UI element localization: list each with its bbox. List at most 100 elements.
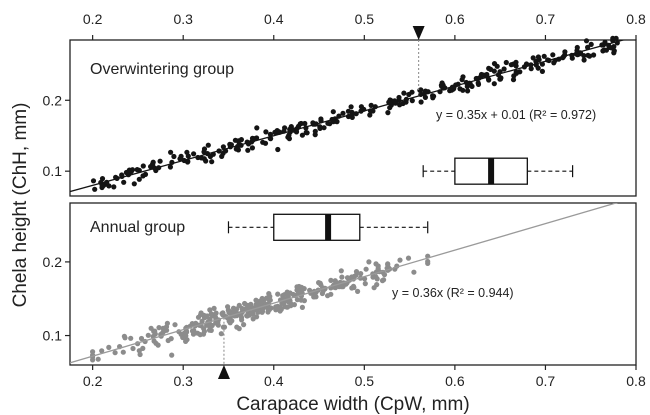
scatter-point (169, 352, 175, 358)
scatter-point (303, 129, 309, 136)
x-tick-label-bottom: 0.3 (173, 373, 193, 389)
boxplot-box (273, 213, 361, 241)
scatter-point (486, 77, 492, 83)
scatter-point (152, 328, 158, 334)
scatter-point (510, 77, 517, 83)
scatter-point (262, 140, 269, 146)
scatter-point (338, 268, 344, 274)
scatter-point (253, 297, 259, 303)
scatter-point (100, 183, 106, 189)
scatter-point (488, 66, 494, 72)
y-tick-label: 0.1 (43, 328, 63, 344)
scatter-point (140, 163, 146, 169)
scatter-point (120, 349, 126, 355)
scatter-point (587, 53, 593, 59)
scatter-point (562, 49, 568, 55)
scatter-point (401, 90, 407, 96)
scatter-point (503, 59, 509, 66)
scatter-point (286, 136, 292, 142)
scatter-point (197, 332, 203, 338)
scatter-point (358, 104, 364, 110)
scatter-point (92, 186, 98, 192)
scatter-point (201, 156, 207, 162)
scatter-point (318, 116, 324, 122)
scatter-point (396, 94, 402, 101)
top-panel-frame (69, 39, 637, 197)
x-tick-label-bottom: 0.4 (264, 373, 284, 389)
scatter-point (411, 269, 417, 275)
scatter-point (168, 149, 174, 155)
scatter-point (387, 105, 393, 111)
scatter-point (363, 266, 369, 272)
scatter-point (330, 109, 336, 115)
scatter-point (340, 110, 346, 116)
x-tick-label-top: 0.6 (445, 11, 465, 27)
scatter-point (204, 314, 210, 320)
x-tick-label-bottom: 0.6 (445, 373, 465, 389)
scatter-point (95, 356, 101, 362)
scatter-point (156, 325, 162, 331)
x-tick-label-top: 0.5 (355, 11, 375, 27)
scatter-point (536, 57, 542, 63)
scatter-point (205, 142, 211, 148)
scatter-point (385, 110, 391, 116)
scatter-point (191, 328, 197, 334)
scatter-point (601, 47, 607, 53)
scatter-point (317, 125, 323, 131)
scatter-point (148, 325, 154, 331)
scatter-point (353, 269, 360, 275)
scatter-point (249, 135, 256, 141)
x-tick-label-bottom: 0.5 (355, 373, 375, 389)
scatter-point (368, 102, 374, 108)
x-tick-label-top: 0.4 (264, 11, 284, 27)
scatter-point (491, 81, 497, 87)
scatter-point (366, 259, 372, 265)
scatter-point (299, 304, 305, 310)
scatter-point (345, 108, 351, 114)
scatter-point (228, 142, 234, 148)
scatter-point (207, 323, 213, 329)
scatter-point (298, 297, 304, 303)
y-tick-label: 0.2 (43, 254, 63, 270)
scatter-point (513, 69, 519, 75)
scatter-point (610, 37, 616, 44)
scatter-point (430, 95, 436, 101)
x-marker-arrow (412, 26, 425, 40)
scatter-point (344, 275, 351, 281)
scatter-point (541, 53, 547, 59)
scatter-point (282, 125, 288, 131)
scatter-point (155, 342, 161, 348)
scatter-point (121, 179, 127, 185)
scatter-point (465, 88, 471, 94)
scatter-point (163, 324, 170, 330)
scatter-point (111, 184, 117, 190)
scatter-point (373, 274, 379, 280)
scatter-point (99, 176, 106, 182)
scatter-point (409, 89, 415, 95)
scatter-point (171, 153, 177, 160)
scatter-point (211, 305, 217, 311)
scatter-point (245, 147, 251, 153)
scatter-point (418, 99, 424, 105)
x-tick-label-bottom: 0.8 (626, 373, 646, 389)
scatter-point (293, 129, 300, 135)
scatter-point (151, 338, 157, 344)
x-tick-label-top: 0.2 (83, 11, 103, 27)
scatter-point (130, 345, 136, 352)
scatter-point (178, 156, 184, 162)
scatter-point (198, 312, 204, 318)
scatter-point (274, 128, 280, 134)
scatter-point (209, 159, 215, 165)
scatter-point (226, 310, 232, 316)
scatter-point (497, 76, 503, 82)
scatter-point (242, 300, 248, 307)
bottom-equation: y = 0.36x (R² = 0.944) (392, 286, 514, 300)
scatter-point (138, 335, 145, 342)
scatter-point (235, 138, 241, 144)
scatter-point (119, 172, 125, 178)
scatter-point (375, 265, 381, 271)
scatter-point (290, 291, 296, 298)
scatter-point (397, 257, 403, 263)
scatter-point (381, 277, 387, 283)
